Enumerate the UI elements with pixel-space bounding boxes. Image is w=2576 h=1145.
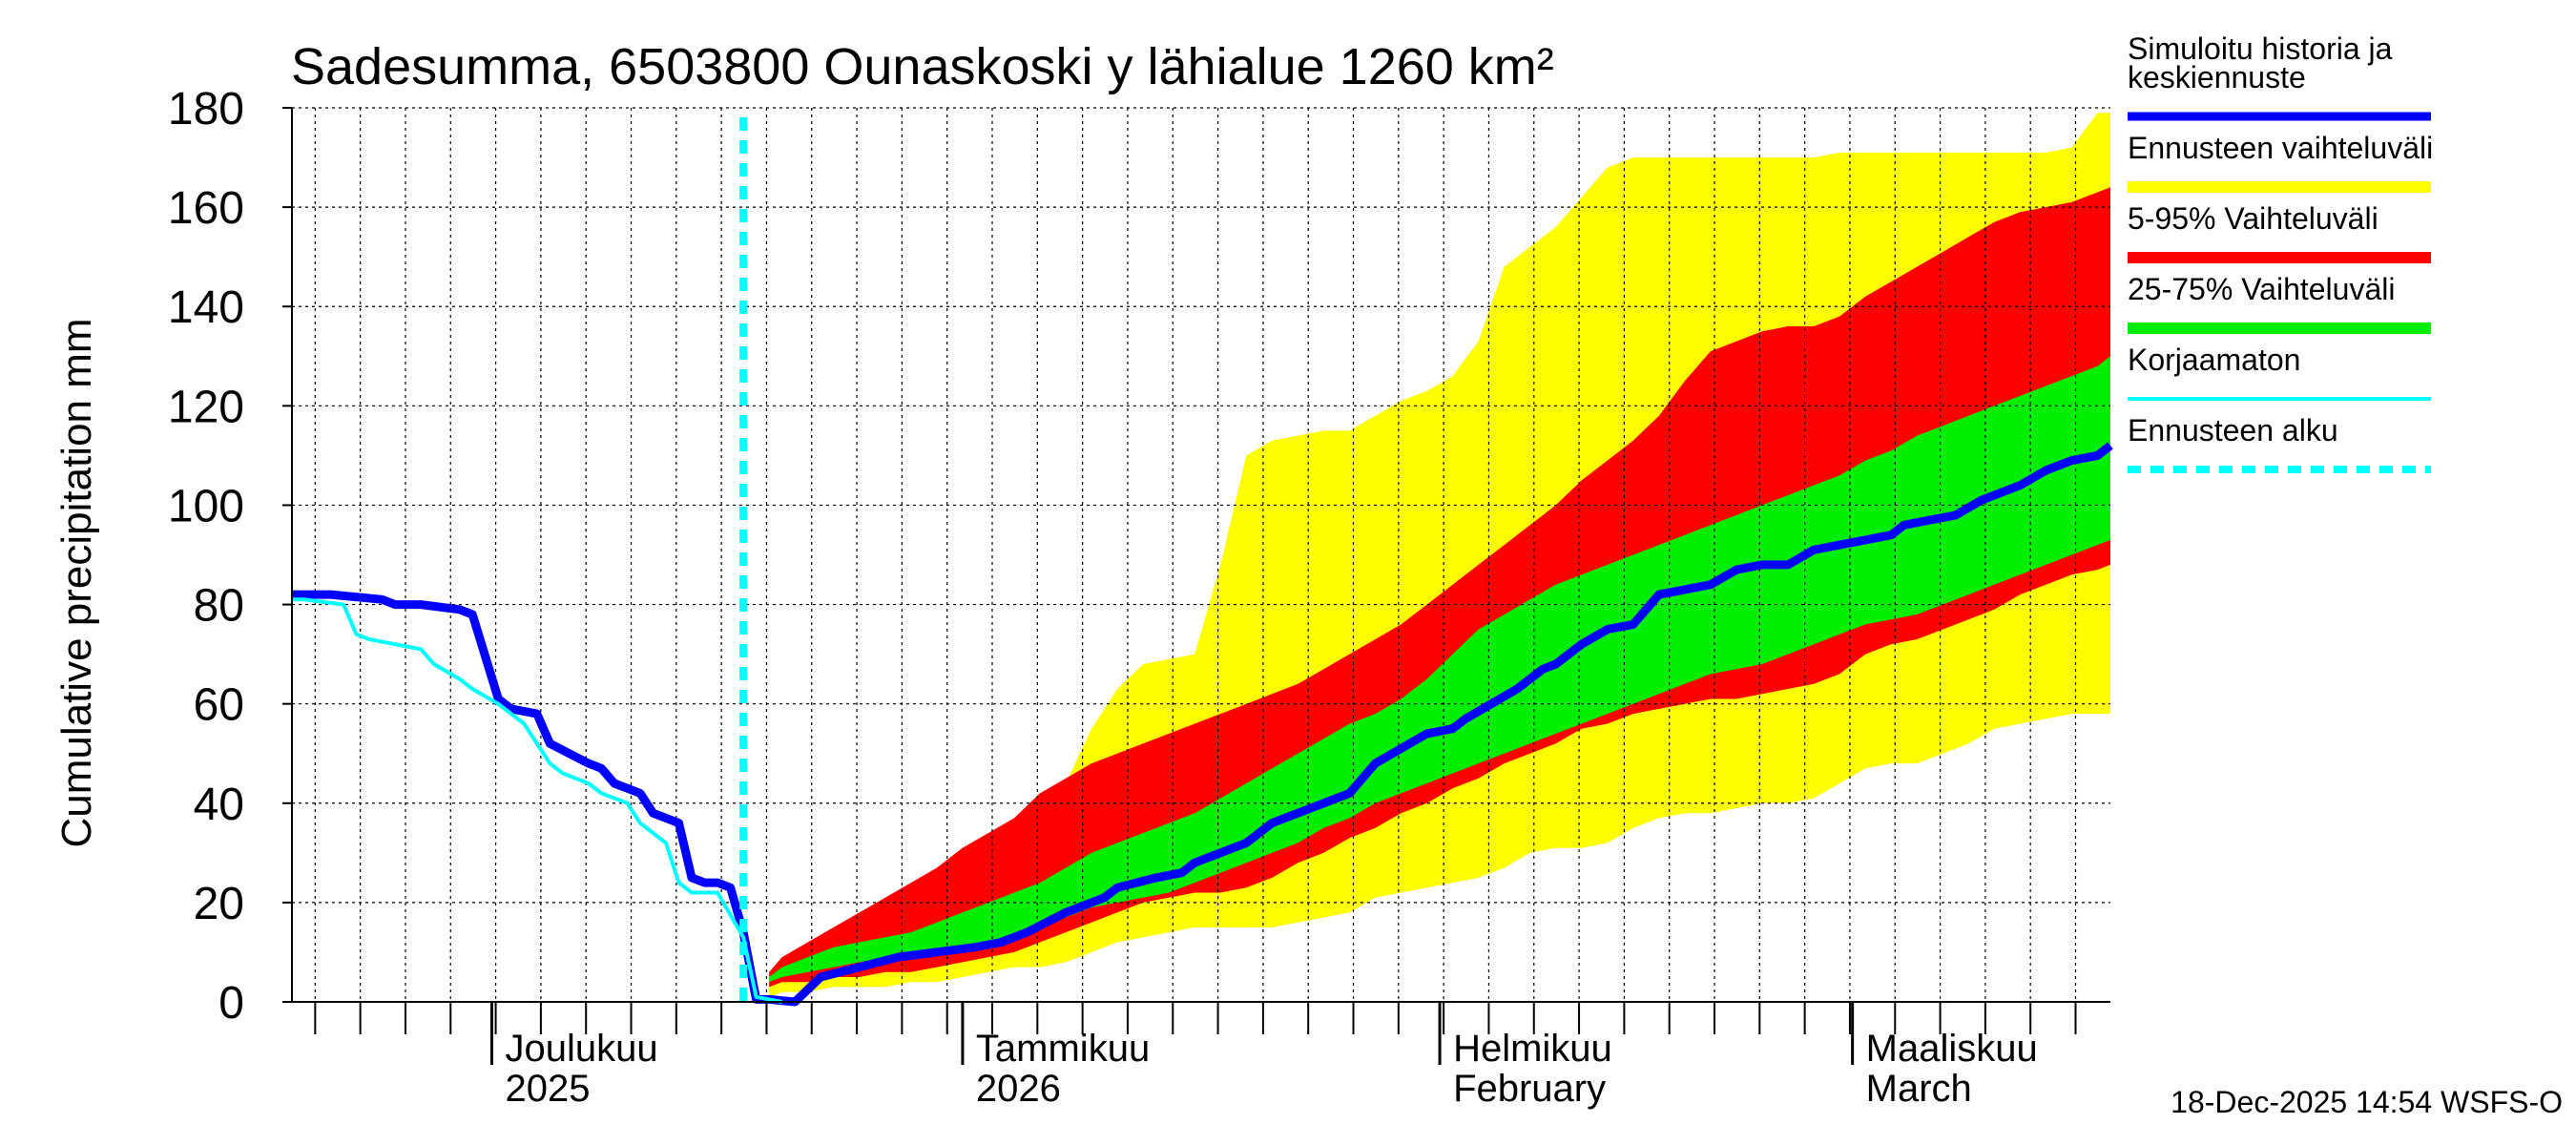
footer-timestamp: 18-Dec-2025 14:54 WSFS-O	[2171, 1085, 2563, 1119]
y-axis: 0 20 40 60 80 100 120 140 160 180	[168, 84, 293, 1029]
y-tick-label: 60	[194, 680, 244, 731]
plot-area	[292, 107, 2113, 1007]
x-month-label: Tammikuu	[976, 1028, 1150, 1070]
y-tick-label: 0	[218, 978, 244, 1029]
y-tick-label: 40	[194, 780, 244, 830]
x-year-label: 2025	[506, 1068, 591, 1110]
y-tick-label: 120	[168, 382, 244, 432]
band-5-95-vaihteluv-li	[769, 187, 2111, 988]
line-korjaamaton	[292, 597, 783, 1004]
y-tick-label: 100	[168, 481, 244, 531]
x-month-label: Joulukuu	[506, 1028, 658, 1070]
legend-label: 25-75% Vaihteluväli	[2128, 272, 2395, 306]
band-25-75-vaihteluv-li	[769, 356, 2111, 983]
legend-label: Ennusteen vaihteluväli	[2128, 131, 2433, 165]
y-tick-label: 160	[168, 183, 244, 234]
y-tick-label: 140	[168, 282, 244, 333]
legend-label: Korjaamaton	[2128, 343, 2300, 377]
legend-label: Ennusteen alku	[2128, 413, 2338, 448]
chart-title: Sadesumma, 6503800 Ounaskoski y lähialue…	[291, 38, 1554, 95]
y-tick-label: 80	[194, 581, 244, 632]
legend-label: 5-95% Vaihteluväli	[2128, 201, 2379, 236]
x-year-label: February	[1453, 1068, 1606, 1110]
line-simuloitu-historia-ja-keskiennuste	[292, 442, 2113, 1007]
x-year-label: 2026	[976, 1068, 1061, 1110]
x-year-label: March	[1866, 1068, 1972, 1110]
y-axis-label: Cumulative precipitation mm	[53, 318, 100, 847]
x-month-label: Maaliskuu	[1866, 1028, 2038, 1070]
legend-label: keskiennuste	[2128, 60, 2306, 94]
y-tick-label: 20	[194, 879, 244, 929]
legend-label: Simuloitu historia ja	[2128, 31, 2393, 66]
y-tick-label: 180	[168, 84, 244, 135]
x-month-label: Helmikuu	[1453, 1028, 1612, 1070]
